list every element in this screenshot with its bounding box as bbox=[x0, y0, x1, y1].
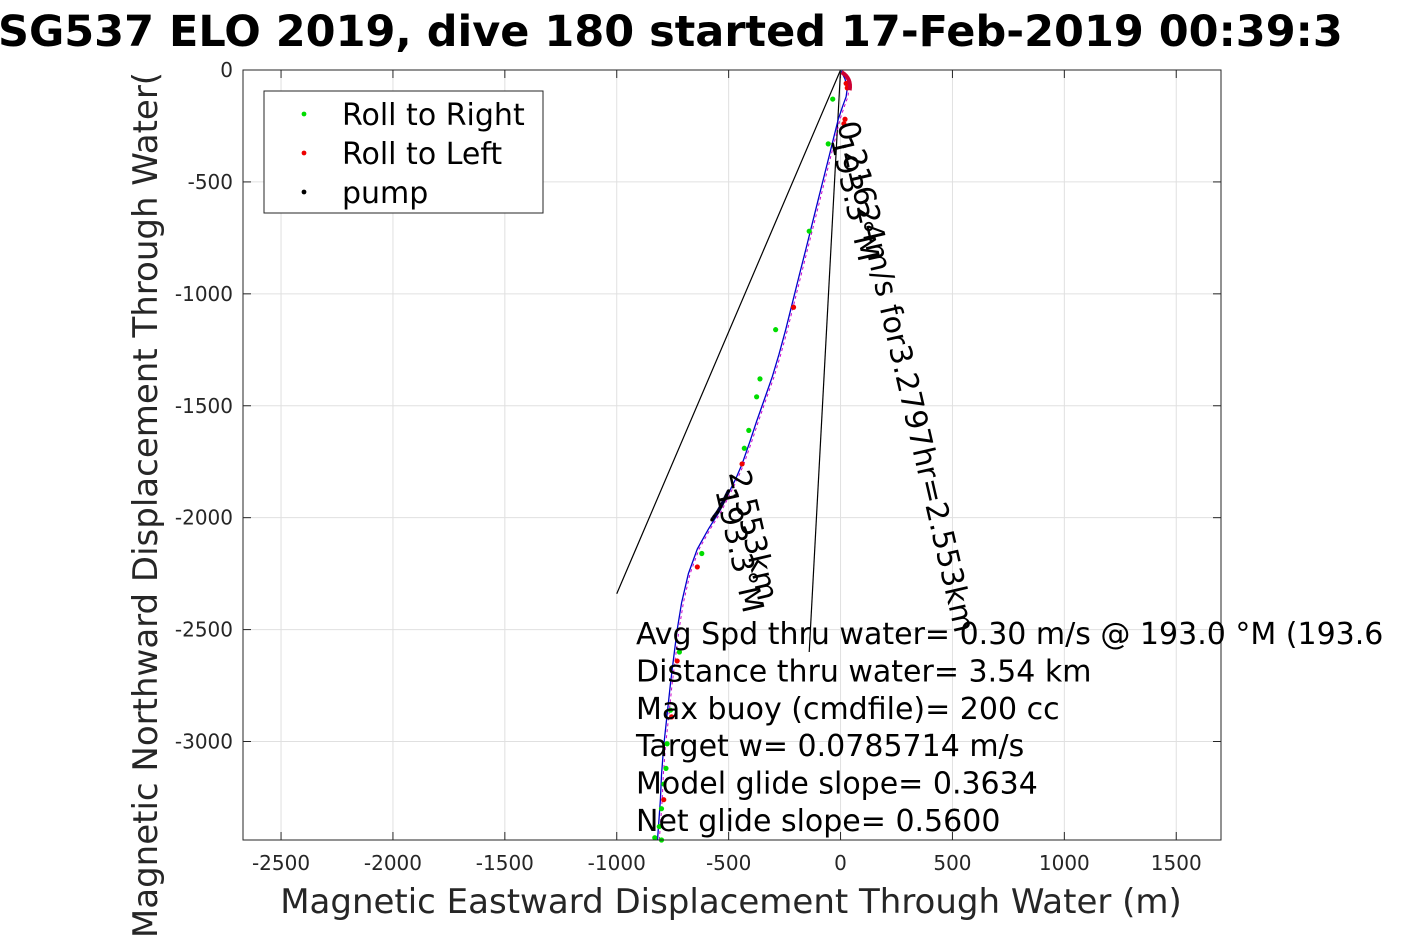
chart-title: SG537 ELO 2019, dive 180 started 17-Feb-… bbox=[0, 7, 1343, 57]
y-tick-label: -500 bbox=[188, 170, 233, 194]
roll-right-point bbox=[757, 376, 763, 382]
pump-point bbox=[710, 518, 714, 522]
roll-right-point bbox=[754, 394, 760, 400]
y-tick-label: -2000 bbox=[175, 506, 233, 530]
cone-lines bbox=[616, 69, 842, 653]
roll-left-point bbox=[694, 564, 700, 570]
roll-left-point bbox=[674, 658, 680, 664]
pump-point bbox=[724, 493, 729, 497]
x-tick-label: 1000 bbox=[1039, 851, 1090, 875]
roll-right-point bbox=[676, 649, 683, 655]
roll-right-point bbox=[699, 550, 705, 557]
roll-right-point bbox=[667, 707, 674, 713]
pump-point bbox=[715, 510, 720, 514]
roll-right-point bbox=[658, 806, 665, 812]
legend-box bbox=[263, 90, 544, 214]
pump-point bbox=[712, 514, 716, 519]
roll-right-point bbox=[830, 96, 836, 102]
roll-right-point bbox=[664, 741, 670, 747]
legend-marker bbox=[301, 189, 307, 195]
x-tick-label: -1500 bbox=[476, 851, 534, 875]
x-tick-label: -2000 bbox=[364, 851, 422, 875]
pump-point bbox=[727, 489, 731, 493]
roll-right-point bbox=[773, 327, 779, 333]
roll-left-point bbox=[790, 304, 797, 310]
roll-right-point bbox=[661, 781, 667, 787]
legend-marker bbox=[301, 111, 307, 117]
heading-track-line bbox=[658, 69, 850, 841]
legend-label: Roll to Left bbox=[342, 137, 502, 172]
roll-left-point bbox=[739, 461, 745, 467]
pump-point bbox=[719, 504, 723, 509]
plot-frame bbox=[242, 69, 1222, 841]
y-axis-label: Magnetic Northward Displacement Through … bbox=[126, 72, 166, 938]
annotation-line: Max buoy (cmdfile)= 200 cc bbox=[636, 692, 1060, 727]
y-tick-label: -2500 bbox=[175, 618, 233, 642]
x-tick-label: -500 bbox=[706, 851, 751, 875]
legend-label: Roll to Right bbox=[342, 98, 525, 133]
glider-track-line bbox=[656, 69, 848, 841]
annotation-line: Net glide slope= 0.5600 bbox=[636, 804, 1000, 839]
roll-left-point bbox=[841, 121, 847, 127]
x-tick-label: 1500 bbox=[1151, 851, 1202, 875]
rotated-labels: 0.21624m/s for3.2797hr=2.553km193.3°M193… bbox=[707, 118, 981, 636]
roll-right-point bbox=[663, 765, 669, 771]
annotation-line: Distance thru water= 3.54 km bbox=[636, 654, 1091, 689]
roll-right-point bbox=[806, 228, 812, 234]
x-tick-label: 500 bbox=[933, 851, 971, 875]
roll-left-point bbox=[661, 797, 667, 803]
roll-right-point bbox=[741, 445, 747, 451]
roll-right-point bbox=[825, 141, 831, 147]
x-tick-label: -2500 bbox=[252, 851, 310, 875]
roll-left-point bbox=[842, 116, 848, 122]
x-axis-label: Magnetic Eastward Displacement Through W… bbox=[280, 882, 1182, 922]
roll-left-point bbox=[668, 714, 675, 720]
roll-right-point bbox=[656, 823, 662, 830]
y-tick-label: -1000 bbox=[175, 282, 233, 306]
annotation-line: Target w= 0.0785714 m/s bbox=[635, 729, 1024, 764]
legend-label: pump bbox=[342, 176, 428, 211]
x-tick-label: -1000 bbox=[588, 851, 646, 875]
legend: Roll to Right Roll to Left pump bbox=[263, 90, 544, 214]
y-tick-label: -1500 bbox=[175, 394, 233, 418]
surface-marker bbox=[840, 70, 852, 91]
roll-right-point bbox=[652, 835, 658, 841]
annotation-line: Avg Spd thru water= 0.30 m/s @ 193.0 °M … bbox=[636, 617, 1383, 652]
roll-points bbox=[652, 70, 852, 843]
annotation-block: Avg Spd thru water= 0.30 m/s @ 193.0 °M … bbox=[635, 617, 1383, 839]
y-tick-label: 0 bbox=[220, 58, 233, 82]
x-tick-label: 0 bbox=[834, 851, 847, 875]
y-tick-label: -3000 bbox=[175, 730, 233, 754]
cone-line bbox=[808, 69, 842, 653]
cone-line bbox=[616, 69, 842, 595]
annotation-line: Model glide slope= 0.3634 bbox=[636, 767, 1038, 802]
legend-marker bbox=[301, 150, 307, 156]
pump-point bbox=[722, 498, 726, 502]
roll-right-point bbox=[746, 427, 752, 433]
axis-ticks: -2500 -2000 -1500 -1000 -500 0 500 1000 1500 0 -50… bbox=[175, 58, 1221, 875]
